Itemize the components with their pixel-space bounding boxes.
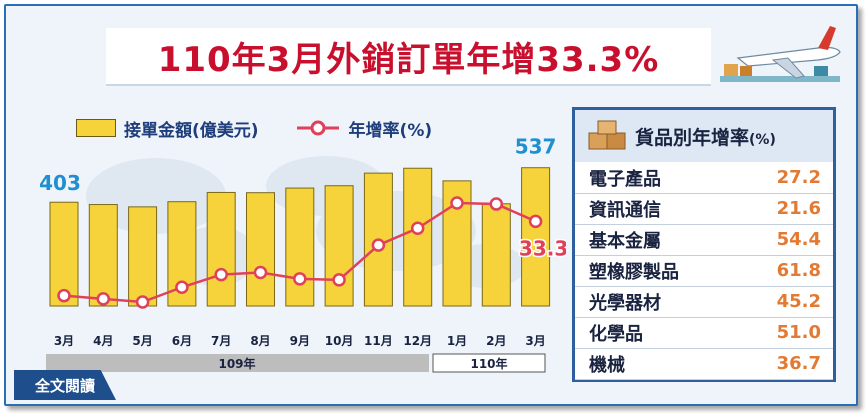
panel-title-unit: (%) bbox=[749, 131, 776, 148]
panel-row: 基本金屬 54.4 bbox=[575, 224, 833, 256]
bar-data-label: 403 bbox=[39, 171, 81, 195]
growth-point bbox=[253, 265, 268, 280]
panel-row: 電子產品 27.2 bbox=[575, 162, 833, 194]
bar-data-label: 537 bbox=[515, 136, 557, 159]
growth-point bbox=[528, 214, 543, 229]
growth-point bbox=[450, 196, 464, 210]
product-growth-panel: 貨品別年增率(%) 電子產品 27.2 資訊通信 21.6 基本金屬 54.4 塑橡膠製品 6… bbox=[572, 107, 836, 382]
chart-bar bbox=[403, 167, 433, 307]
line-data-label: 33.3 bbox=[519, 236, 566, 260]
x-tick-label: 10月 bbox=[325, 334, 354, 348]
airplane-icon bbox=[720, 26, 841, 82]
x-tick-label: 7月 bbox=[211, 334, 231, 348]
year-group-109 bbox=[46, 354, 429, 372]
x-tick-label: 9月 bbox=[290, 334, 310, 348]
combo-chart: 3月 4月 5月 6月 7月 8月 9月 10月 11月 12月 1月 2月 3月 109年 110年 403… bbox=[39, 136, 566, 373]
x-tick-label: 3月 bbox=[54, 334, 74, 348]
growth-point bbox=[175, 280, 189, 295]
panel-row: 資訊通信 21.6 bbox=[575, 193, 833, 225]
growth-point bbox=[293, 272, 307, 286]
chart-legend: 接單金額(億美元) 年增率(%) bbox=[76, 116, 460, 141]
growth-point bbox=[96, 292, 111, 306]
x-tick-label: 4月 bbox=[93, 334, 113, 348]
x-tick-label: 6月 bbox=[172, 334, 192, 348]
legend-item-amount: 接單金額(億美元) bbox=[76, 116, 259, 141]
year-group-label: 109年 bbox=[218, 356, 255, 371]
x-tick-label: 1月 bbox=[447, 334, 467, 348]
growth-point bbox=[371, 238, 386, 252]
panel-title: 貨品別年增率(%) bbox=[635, 123, 776, 150]
product-name: 電子產品 bbox=[589, 168, 661, 190]
growth-point bbox=[489, 197, 504, 211]
panel-row: 光學器材 45.2 bbox=[575, 286, 833, 318]
growth-point bbox=[332, 273, 346, 287]
page-title: 110年3月外銷訂單年增33.3% bbox=[157, 39, 660, 80]
chart-bar bbox=[481, 203, 511, 307]
product-name: 機械 bbox=[589, 354, 625, 376]
chart-bar bbox=[88, 204, 118, 307]
product-name: 資訊通信 bbox=[589, 199, 661, 221]
bar-swatch-icon bbox=[76, 119, 116, 137]
growth-point bbox=[135, 295, 150, 309]
x-tick-label: 11月 bbox=[364, 334, 393, 348]
panel-row: 塑橡膠製品 61.8 bbox=[575, 255, 833, 287]
year-group-label: 110年 bbox=[470, 356, 507, 371]
chart-bar bbox=[246, 192, 275, 307]
chart-bar bbox=[285, 187, 315, 307]
chart-bar bbox=[49, 201, 79, 307]
infographic-frame: 110年3月外銷訂單年增33.3% 接單金額(億美元) 年增率(%) 3月 4月 5… bbox=[4, 4, 858, 406]
panel-header: 貨品別年增率(%) bbox=[575, 110, 833, 162]
legend-item-growth: 年增率(%) bbox=[295, 116, 433, 141]
chart-bar bbox=[206, 191, 236, 307]
x-tick-label: 5月 bbox=[132, 334, 152, 348]
product-name: 化學品 bbox=[589, 323, 643, 345]
x-tick-label: 8月 bbox=[250, 334, 270, 348]
product-growth-value: 36.7 bbox=[776, 353, 821, 374]
growth-point bbox=[410, 221, 425, 236]
title-banner: 110年3月外銷訂單年增33.3% bbox=[106, 28, 711, 86]
product-growth-value: 54.4 bbox=[776, 229, 821, 250]
legend-label-growth: 年增率(%) bbox=[348, 120, 433, 141]
growth-point bbox=[214, 267, 228, 282]
x-tick-label: 12月 bbox=[403, 334, 432, 348]
chart-bar bbox=[128, 206, 158, 307]
boxes-icon bbox=[588, 120, 626, 150]
chart-bar bbox=[521, 167, 551, 307]
product-name: 光學器材 bbox=[589, 292, 661, 314]
growth-point bbox=[57, 288, 71, 303]
product-growth-value: 45.2 bbox=[776, 291, 821, 312]
legend-label-amount: 接單金額(億美元) bbox=[124, 120, 259, 141]
line-marker-icon bbox=[296, 120, 339, 136]
product-growth-value: 21.6 bbox=[776, 198, 821, 219]
panel-row: 機械 36.7 bbox=[575, 348, 833, 380]
read-full-text-button[interactable]: 全文閱讀 bbox=[14, 370, 116, 400]
x-tick-label: 2月 bbox=[486, 334, 506, 348]
panel-title-text: 貨品別年增率 bbox=[635, 126, 750, 149]
product-name: 塑橡膠製品 bbox=[589, 261, 679, 283]
panel-row: 化學品 51.0 bbox=[575, 317, 833, 349]
chart-bar bbox=[324, 185, 354, 307]
product-growth-value: 27.2 bbox=[776, 167, 821, 188]
x-tick-label: 3月 bbox=[525, 334, 545, 348]
product-name: 基本金屬 bbox=[589, 230, 661, 252]
year-group-110 bbox=[432, 353, 546, 373]
product-growth-value: 51.0 bbox=[776, 322, 821, 343]
product-growth-value: 61.8 bbox=[776, 260, 821, 281]
